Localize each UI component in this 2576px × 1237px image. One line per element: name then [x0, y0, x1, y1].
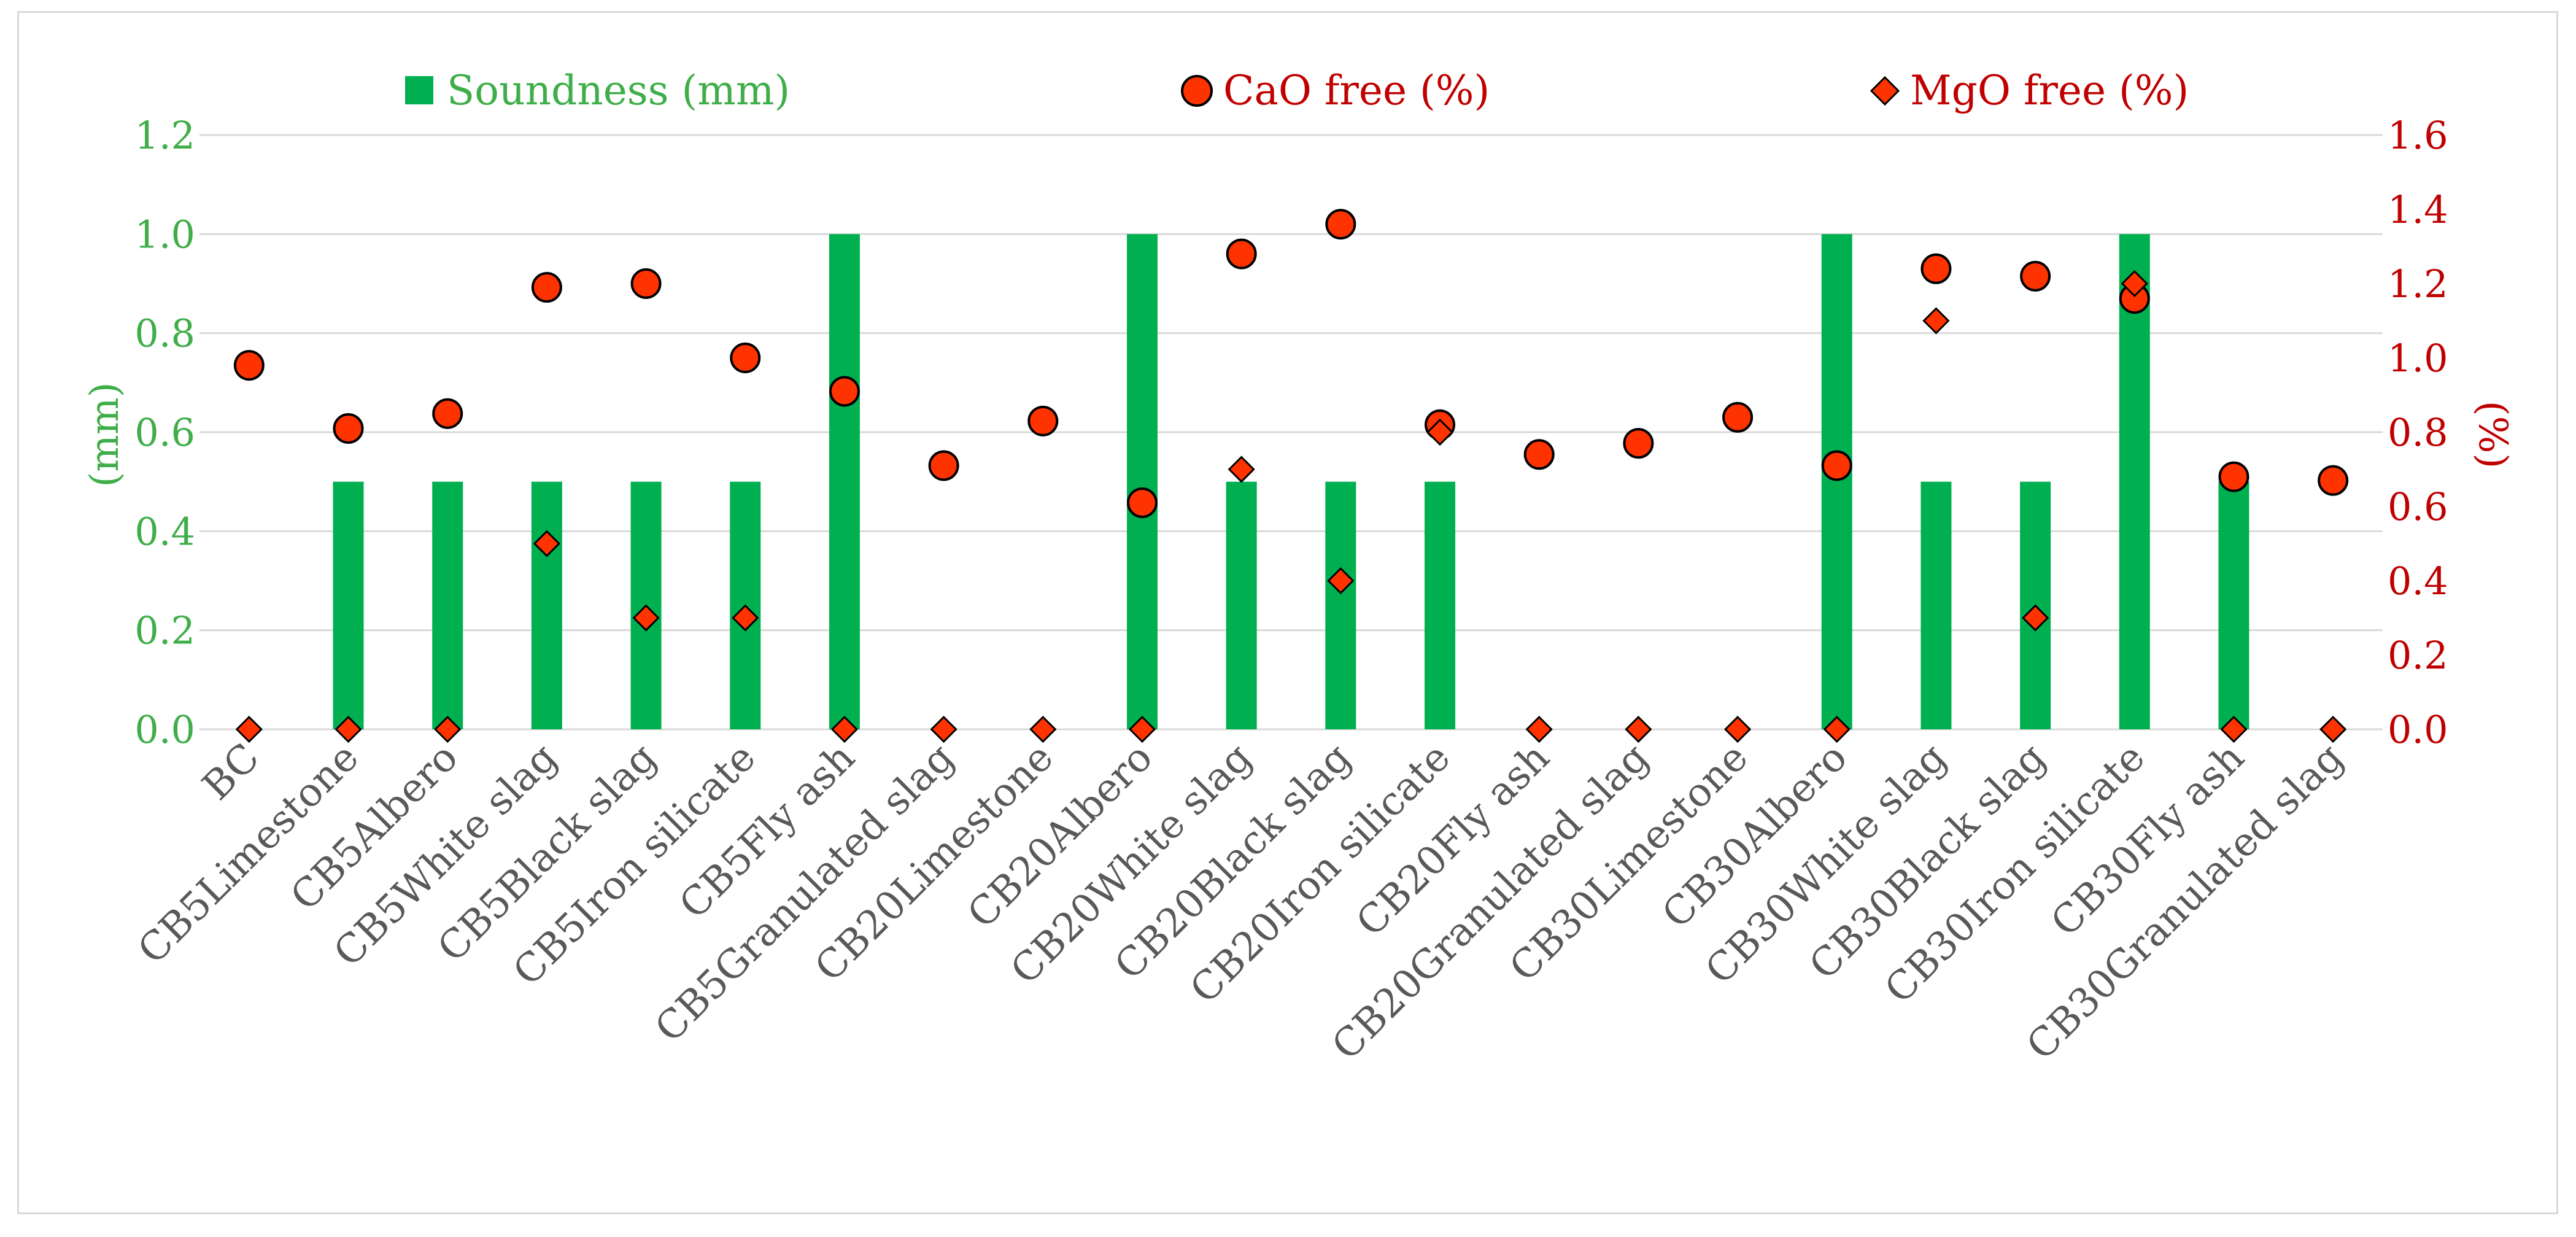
mgo-point [434, 715, 462, 743]
cao-point [432, 398, 463, 429]
y-right-tick-label: 0.0 [2388, 707, 2448, 752]
soundness-bar [829, 234, 860, 729]
cao-series [233, 209, 2349, 518]
mgo-point [1426, 418, 1454, 446]
y-left-ticks: 0.0 0.2 0.4 0.6 0.8 1.0 1.2 [134, 113, 195, 752]
mgo-point [1823, 715, 1851, 743]
soundness-bar [1126, 234, 1158, 729]
cao-point [1027, 405, 1059, 436]
cao-point [928, 450, 959, 481]
y-left-tick-label: 1.2 [134, 113, 195, 158]
gridlines [199, 134, 2383, 731]
soundness-bar [2218, 481, 2249, 729]
y-left-tick-label: 0.2 [134, 608, 195, 653]
cao-point [730, 343, 761, 373]
mgo-point [235, 715, 263, 743]
soundness-bar [432, 481, 463, 729]
soundness-bar [333, 481, 364, 729]
x-category-label: BC [194, 735, 268, 809]
y-right-tick-label: 1.0 [2388, 336, 2448, 381]
cao-point [2020, 260, 2051, 292]
y-left-tick-label: 0.4 [134, 509, 195, 554]
legend-mgo-swatch [1870, 76, 1900, 106]
legend-mgo-label: MgO free (%) [1910, 67, 2189, 114]
mgo-point [2021, 604, 2049, 632]
cao-point [531, 272, 562, 303]
cao-point [2318, 465, 2349, 496]
soundness-bar [1325, 481, 1356, 729]
mgo-point [1128, 715, 1156, 743]
legend-cao-swatch [1181, 75, 1213, 107]
y-left-axis-title: (mm) [82, 382, 128, 487]
mgo-point [1922, 307, 1950, 335]
legend-soundness-swatch [405, 76, 433, 104]
y-left-tick-label: 0.0 [134, 707, 195, 752]
y-left-tick-label: 0.8 [134, 311, 195, 356]
soundness-bar [2119, 234, 2150, 729]
cao-point [1226, 238, 1257, 270]
mgo-point [335, 715, 362, 743]
cao-point [1623, 428, 1654, 459]
y-right-ticks: 0.0 0.2 0.4 0.6 0.8 1.0 1.2 1.4 1.6 [2388, 113, 2448, 752]
mgo-point [1525, 715, 1553, 743]
cao-point [1523, 439, 1555, 470]
y-right-tick-label: 0.4 [2388, 559, 2448, 603]
mgo-point [1723, 715, 1752, 743]
mgo-point [1228, 456, 1255, 483]
y-right-tick-label: 0.8 [2388, 410, 2448, 455]
y-right-tick-label: 0.6 [2388, 484, 2448, 529]
cao-point [1821, 450, 1852, 481]
cao-point [1722, 401, 1754, 433]
soundness-bar [1226, 481, 1257, 729]
mgo-point [2319, 715, 2347, 743]
legend-cao-label: CaO free (%) [1223, 67, 1490, 114]
mgo-point [830, 715, 859, 743]
mgo-point [533, 530, 561, 557]
mgo-point [732, 604, 759, 632]
soundness-bar [1920, 481, 1952, 729]
y-right-axis-title: (%) [2470, 401, 2515, 469]
cao-point [1920, 253, 1952, 284]
mgo-point [2220, 715, 2248, 743]
cao-point [2218, 461, 2249, 492]
y-left-tick-label: 1.0 [134, 212, 195, 257]
soundness-bar [1821, 234, 1852, 729]
soundness-bar [1425, 481, 1456, 729]
mgo-point [930, 715, 957, 743]
y-right-tick-label: 0.2 [2388, 633, 2448, 678]
y-right-tick-label: 1.4 [2388, 187, 2448, 232]
cao-point [333, 413, 364, 444]
mgo-point [1625, 715, 1652, 743]
mgo-point [2121, 270, 2148, 298]
y-left-tick-label: 0.6 [134, 410, 195, 455]
bar-series [333, 234, 2249, 729]
cao-point [829, 376, 860, 407]
mgo-point [1327, 567, 1355, 595]
mgo-point [1029, 715, 1057, 743]
cao-point [630, 268, 662, 299]
legend-soundness-label: Soundness (mm) [447, 67, 790, 114]
mgo-point [632, 604, 660, 632]
cao-point [233, 350, 265, 381]
y-right-tick-label: 1.2 [2388, 262, 2448, 306]
y-right-tick-label: 1.6 [2388, 113, 2448, 158]
legend: Soundness (mm) CaO free (%) MgO free (%) [405, 67, 2189, 114]
mgo-series [235, 270, 2347, 743]
soundness-bar [531, 481, 562, 729]
cao-point [1126, 487, 1158, 518]
cao-point [1325, 209, 1356, 240]
